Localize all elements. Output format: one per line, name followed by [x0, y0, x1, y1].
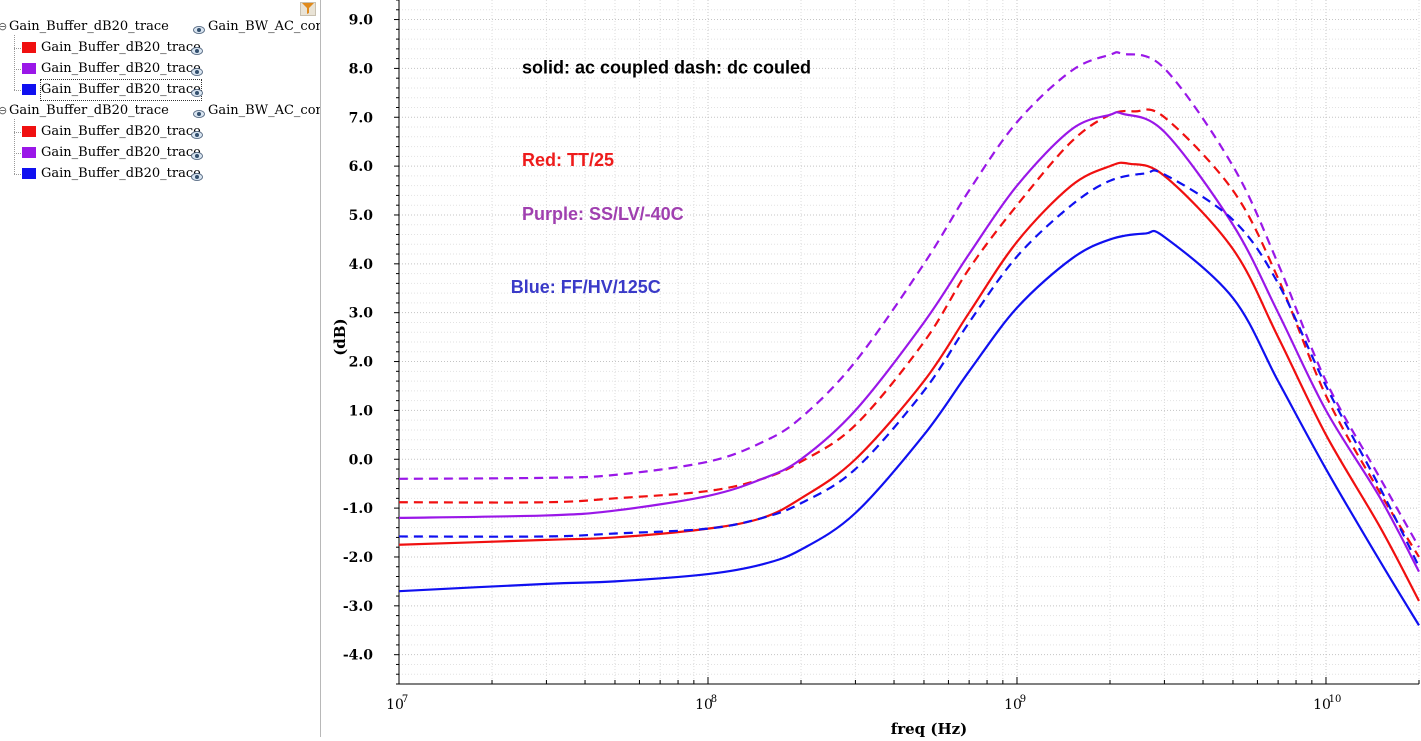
minus-expander-icon[interactable]: ⊖	[0, 105, 7, 116]
tree-group-row[interactable]: ⊖Gain_Buffer_dB20_trace Gain_BW_AC_conf	[0, 101, 320, 121]
x-tick-exponent: 8	[711, 694, 717, 705]
minus-expander-icon[interactable]: ⊖	[0, 21, 7, 32]
x-axis-label: freq (Hz)	[891, 720, 968, 737]
series-line	[399, 169, 1420, 568]
x-tick-label: 10	[1313, 697, 1331, 713]
series-line	[399, 229, 1420, 626]
legend-annotation: Red: TT/25	[522, 150, 614, 170]
series-line	[399, 111, 1420, 573]
x-tick-label: 10	[1004, 697, 1022, 713]
trace-row[interactable]: Gain_Buffer_dB20_trace	[0, 143, 320, 163]
x-tick-label: 10	[695, 697, 713, 713]
eye-icon[interactable]	[191, 85, 203, 98]
tree-connector	[14, 35, 16, 90]
tree-group-row[interactable]: ⊖Gain_Buffer_dB20_trace Gain_BW_AC_conf	[0, 17, 320, 37]
trace-browser-panel: ⊖Gain_Buffer_dB20_traceGain_BW_AC_confGa…	[0, 0, 321, 737]
y-tick-label: 6.0	[349, 159, 374, 175]
trace-color-swatch	[22, 84, 36, 95]
trace-name: Gain_Buffer_dB20_trace	[41, 61, 201, 76]
y-tick-label: 1.0	[349, 403, 374, 419]
legend-annotation: solid: ac coupled dash: dc couled	[522, 57, 811, 77]
tree-connector	[14, 119, 16, 174]
trace-name: Gain_Buffer_dB20_trace	[41, 40, 201, 55]
group-name: Gain_Buffer_dB20_trace	[9, 19, 169, 34]
y-tick-label: 3.0	[349, 306, 374, 322]
gain-chart: -4.0 -3.0 -2.0 -1.0 0.0 1.0 2.0 3.0 4.0 5.0 6.0 7.0…	[331, 0, 1420, 738]
trace-color-swatch	[22, 147, 36, 158]
trace-row[interactable]: Gain_Buffer_dB20_trace	[0, 59, 320, 79]
trace-color-swatch	[22, 126, 36, 137]
y-tick-label: 9.0	[349, 13, 374, 29]
series-line	[399, 108, 1420, 558]
tree-connector	[14, 48, 21, 50]
tree-connector	[14, 153, 21, 155]
y-axis-label: (dB)	[331, 318, 349, 355]
trace-row[interactable]: Gain_Buffer_dB20_trace	[0, 122, 320, 142]
x-tick-exponent: 7	[402, 694, 408, 705]
trace-name: Gain_Buffer_dB20_trace	[41, 166, 201, 181]
trace-name: Gain_Buffer_dB20_trace	[41, 124, 201, 139]
x-tick-exponent: 9	[1020, 694, 1026, 705]
filter-icon[interactable]	[300, 2, 316, 16]
y-tick-label: -2.0	[343, 550, 373, 566]
eye-icon[interactable]	[191, 169, 203, 182]
eye-icon[interactable]	[193, 22, 205, 35]
y-tick-label: 7.0	[349, 110, 374, 126]
y-tick-label: 5.0	[349, 208, 374, 224]
tree-connector	[14, 174, 21, 176]
trace-row[interactable]: Gain_Buffer_dB20_trace	[0, 164, 320, 184]
config-column: Gain_BW_AC_conf	[208, 19, 321, 34]
legend-annotation: Purple: SS/LV/-40C	[522, 204, 684, 224]
y-tick-label: 2.0	[349, 355, 374, 371]
eye-icon[interactable]	[191, 127, 203, 140]
x-tick-label: 10	[386, 697, 404, 713]
trace-row[interactable]: Gain_Buffer_dB20_trace	[0, 38, 320, 58]
trace-name: Gain_Buffer_dB20_trace	[40, 79, 202, 101]
y-tick-label: 8.0	[349, 61, 374, 77]
eye-icon[interactable]	[191, 64, 203, 77]
series-line	[399, 51, 1420, 548]
plot-area: -4.0 -3.0 -2.0 -1.0 0.0 1.0 2.0 3.0 4.0 5.0 6.0 7.0…	[321, 0, 1421, 738]
group-name: Gain_Buffer_dB20_trace	[9, 103, 169, 118]
tree-connector	[14, 69, 21, 71]
y-tick-label: -4.0	[343, 648, 373, 664]
tree-connector	[14, 132, 21, 134]
config-column: Gain_BW_AC_conf	[208, 103, 321, 118]
trace-color-swatch	[22, 168, 36, 179]
y-tick-label: -1.0	[343, 501, 373, 517]
legend-annotation: Blue: FF/HV/125C	[511, 277, 661, 297]
eye-icon[interactable]	[193, 106, 205, 119]
trace-color-swatch	[22, 42, 36, 53]
y-tick-label: 0.0	[349, 452, 374, 468]
eye-icon[interactable]	[191, 43, 203, 56]
trace-name: Gain_Buffer_dB20_trace	[41, 145, 201, 160]
x-tick-exponent: 10	[1329, 694, 1342, 705]
tree-connector	[14, 90, 21, 92]
y-tick-label: -3.0	[343, 599, 373, 615]
trace-row[interactable]: Gain_Buffer_dB20_trace	[0, 79, 320, 101]
y-tick-label: 4.0	[349, 257, 374, 273]
trace-color-swatch	[22, 63, 36, 74]
eye-icon[interactable]	[191, 148, 203, 161]
